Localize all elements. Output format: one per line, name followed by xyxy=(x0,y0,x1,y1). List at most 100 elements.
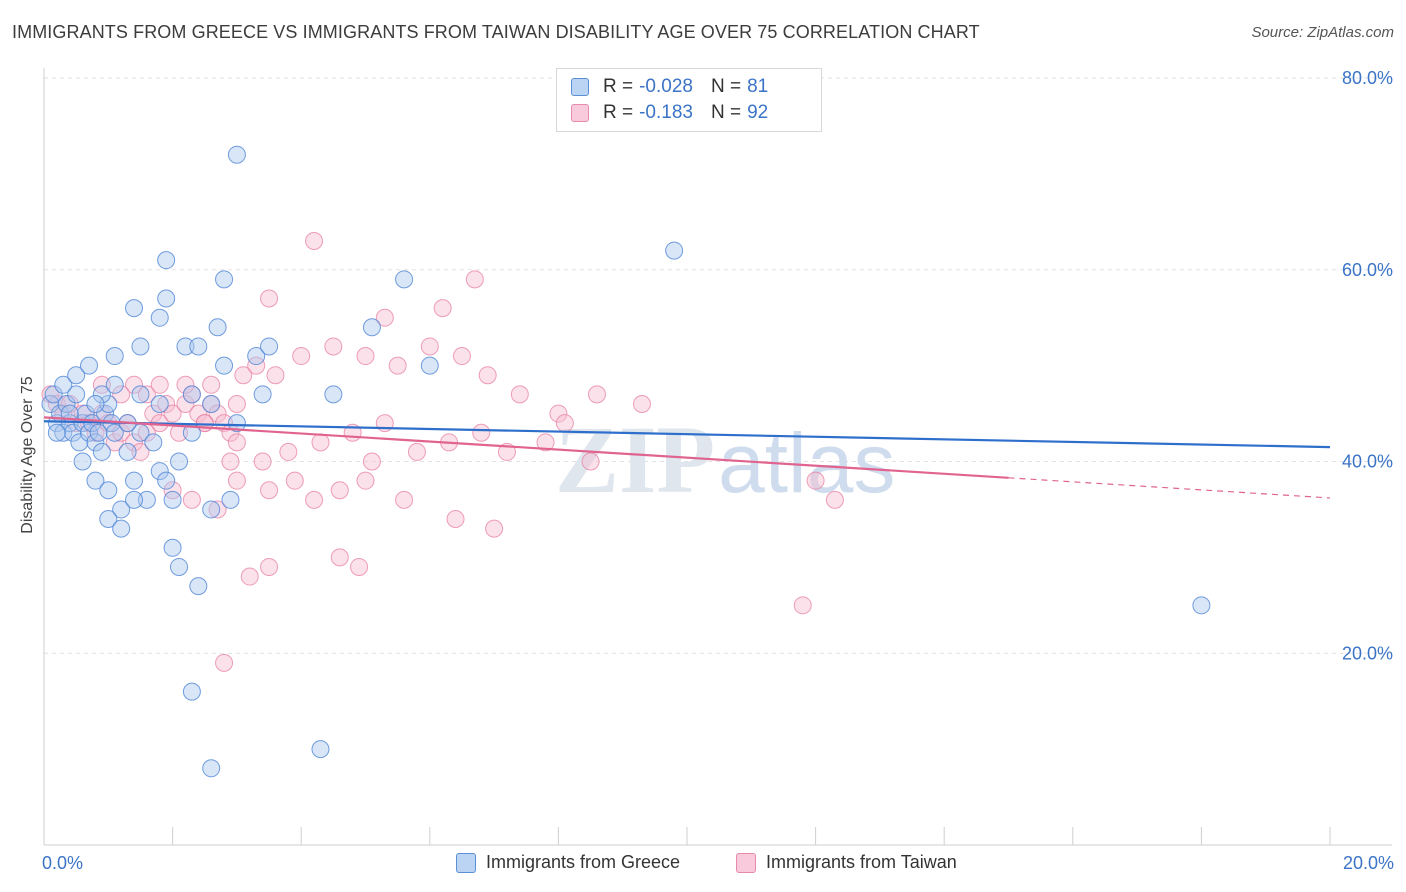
greece-point xyxy=(99,510,118,529)
greece-point xyxy=(253,385,272,404)
taiwan-point xyxy=(260,289,279,308)
greece-point xyxy=(163,490,182,509)
bottom-taiwan-label: Immigrants from Taiwan xyxy=(766,852,957,872)
greece-point xyxy=(170,557,189,576)
greece-point xyxy=(105,423,124,442)
taiwan-point xyxy=(350,557,369,576)
taiwan-point xyxy=(324,337,343,356)
chart-title: IMMIGRANTS FROM GREECE VS IMMIGRANTS FRO… xyxy=(12,22,980,42)
legend-row-greece: R = -0.028 N = 81 xyxy=(571,74,768,100)
greece-point xyxy=(202,500,221,519)
greece-point xyxy=(420,356,439,375)
greece-point xyxy=(150,308,169,327)
taiwan-point xyxy=(163,404,182,423)
greece-point xyxy=(221,490,240,509)
greece-point xyxy=(89,423,108,442)
taiwan-point xyxy=(189,404,208,423)
axis-layer xyxy=(43,68,1392,846)
taiwan-point xyxy=(452,347,471,366)
greece-point xyxy=(86,471,105,490)
watermark-atlas: atlas xyxy=(718,416,895,510)
greece-point xyxy=(260,337,279,356)
taiwan-point xyxy=(279,442,298,461)
x-tick-max: 20.0% xyxy=(1342,853,1394,873)
taiwan-point xyxy=(433,299,452,318)
taiwan-point xyxy=(176,394,195,413)
taiwan-point xyxy=(208,500,227,519)
greece-point xyxy=(47,423,66,442)
greece-point xyxy=(92,385,111,404)
bottom-greece-label: Immigrants from Greece xyxy=(486,852,681,872)
bottom-legend-taiwan: Immigrants from Taiwan xyxy=(736,852,957,873)
greece-point xyxy=(137,490,156,509)
taiwan-trend-extension xyxy=(1008,477,1331,499)
taiwan-point xyxy=(536,433,555,452)
watermark: ZIP atlas xyxy=(555,406,895,513)
taiwan-point xyxy=(793,596,812,615)
greece-point xyxy=(189,577,208,596)
taiwan-point xyxy=(285,471,304,490)
watermark-zip: ZIP xyxy=(555,406,715,513)
taiwan-point xyxy=(234,366,253,385)
x-tick-min: 0.0% xyxy=(42,853,84,873)
taiwan-n-label: N = xyxy=(710,102,742,123)
y-tick-labels: 20.0% 40.0% 60.0% 80.0% xyxy=(1342,68,1393,663)
greece-point xyxy=(63,423,82,442)
taiwan-point xyxy=(446,510,465,529)
taiwan-point xyxy=(150,375,169,394)
taiwan-point xyxy=(485,519,504,538)
taiwan-point xyxy=(260,481,279,500)
taiwan-point xyxy=(587,385,606,404)
taiwan-points xyxy=(41,231,844,672)
greece-point xyxy=(144,433,163,452)
greece-trend-line xyxy=(43,420,1331,449)
taiwan-point xyxy=(227,394,246,413)
trend-layer xyxy=(43,416,1331,499)
greece-point xyxy=(324,385,343,404)
taiwan-point xyxy=(806,471,825,490)
taiwan-point xyxy=(825,490,844,509)
taiwan-point xyxy=(375,308,394,327)
grid-layer xyxy=(44,77,1392,654)
taiwan-point xyxy=(330,548,349,567)
taiwan-point xyxy=(112,385,131,404)
greece-point xyxy=(362,318,381,337)
taiwan-point xyxy=(292,347,311,366)
taiwan-point xyxy=(125,375,144,394)
taiwan-point xyxy=(227,471,246,490)
taiwan-point xyxy=(176,375,195,394)
y-tick-label: 20.0% xyxy=(1342,643,1393,663)
greece-point xyxy=(67,366,86,385)
greece-point xyxy=(125,471,144,490)
taiwan-point xyxy=(125,433,144,452)
taiwan-r-value: -0.183 xyxy=(639,102,693,123)
taiwan-point xyxy=(420,337,439,356)
taiwan-point xyxy=(253,452,272,471)
taiwan-point xyxy=(305,231,324,250)
bottom-taiwan-swatch xyxy=(736,852,756,873)
greece-point xyxy=(80,423,99,442)
greece-point xyxy=(182,682,201,701)
taiwan-point xyxy=(395,490,414,509)
greece-point xyxy=(112,500,131,519)
greece-point xyxy=(86,433,105,452)
taiwan-point xyxy=(47,394,66,413)
greece-point xyxy=(92,442,111,461)
taiwan-point xyxy=(105,433,124,452)
y-tick-label: 80.0% xyxy=(1342,68,1393,88)
taiwan-point xyxy=(144,404,163,423)
greece-point xyxy=(311,740,330,759)
bottom-greece-swatch xyxy=(456,852,476,873)
taiwan-point xyxy=(247,356,266,375)
greece-n-label: N = xyxy=(710,76,742,97)
taiwan-point xyxy=(407,442,426,461)
taiwan-point xyxy=(632,394,651,413)
greece-point xyxy=(112,519,131,538)
taiwan-point xyxy=(465,270,484,289)
greece-point xyxy=(99,394,118,413)
greece-point xyxy=(86,394,105,413)
taiwan-point xyxy=(266,366,285,385)
greece-r-value: -0.028 xyxy=(639,76,693,97)
greece-point xyxy=(182,385,201,404)
